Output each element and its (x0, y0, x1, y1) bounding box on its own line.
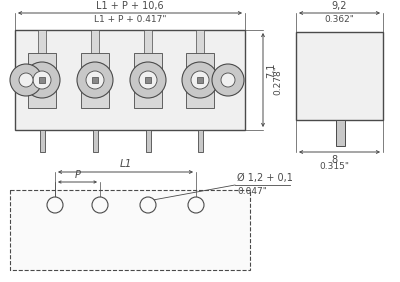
Bar (296, 32, 383, 120)
Text: L1: L1 (119, 159, 132, 169)
Bar (40, 130, 44, 152)
Text: P: P (74, 170, 80, 180)
Bar (10, 190, 250, 270)
Circle shape (191, 71, 209, 89)
Circle shape (47, 197, 63, 213)
Bar (197, 77, 203, 83)
Text: 0.362": 0.362" (324, 15, 354, 24)
Bar (39, 77, 45, 83)
Circle shape (77, 62, 113, 98)
Bar (28, 52, 56, 107)
Text: 0.315": 0.315" (320, 162, 350, 171)
Circle shape (221, 73, 235, 87)
Bar (144, 30, 152, 52)
Text: 7,1: 7,1 (266, 63, 276, 78)
Bar (134, 52, 162, 107)
Text: 0.047": 0.047" (237, 187, 267, 196)
Text: 8: 8 (332, 155, 338, 165)
Bar (92, 130, 98, 152)
Text: L1 + P + 10,6: L1 + P + 10,6 (96, 1, 164, 11)
Circle shape (139, 71, 157, 89)
Circle shape (130, 62, 166, 98)
Bar (198, 130, 202, 152)
Bar (336, 120, 344, 146)
Circle shape (24, 62, 60, 98)
Bar (186, 52, 214, 107)
Circle shape (10, 64, 42, 96)
Circle shape (92, 197, 108, 213)
Circle shape (86, 71, 104, 89)
Bar (81, 52, 109, 107)
Circle shape (182, 62, 218, 98)
Text: Ø 1,2 + 0,1: Ø 1,2 + 0,1 (237, 173, 293, 183)
Circle shape (19, 73, 33, 87)
Bar (146, 130, 150, 152)
Circle shape (33, 71, 51, 89)
Circle shape (188, 197, 204, 213)
Bar (196, 30, 204, 52)
Bar (91, 30, 99, 52)
Bar (92, 77, 98, 83)
Bar (38, 30, 46, 52)
Bar (15, 30, 245, 130)
Circle shape (212, 64, 244, 96)
Circle shape (140, 197, 156, 213)
Bar (145, 77, 151, 83)
Text: 0.278": 0.278" (273, 65, 282, 95)
Text: 9,2: 9,2 (332, 1, 347, 11)
Text: L1 + P + 0.417": L1 + P + 0.417" (94, 15, 166, 24)
